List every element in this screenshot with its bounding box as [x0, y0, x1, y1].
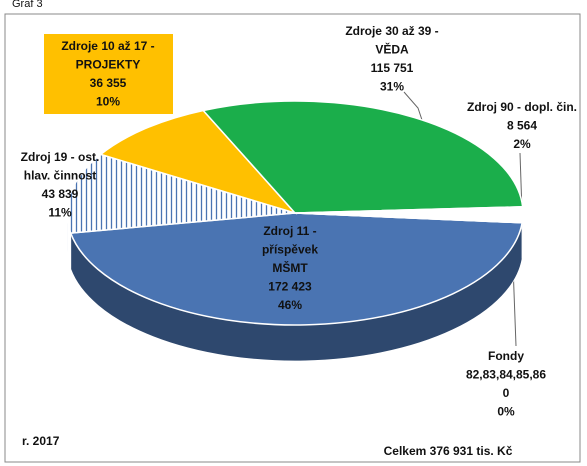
slice [66, 153, 296, 234]
slice-label: MŠMT [272, 260, 308, 275]
slice [69, 212, 524, 326]
label-box [44, 34, 173, 114]
slice [99, 109, 298, 215]
total-label: Celkem 376 931 tis. Kč [384, 444, 513, 458]
slice-label: 82,83,84,85,86 [466, 368, 546, 382]
subtitle: r. 2017 [22, 434, 60, 448]
slice-label: příspěvek [262, 243, 318, 257]
percent-label: 46% [278, 298, 302, 312]
slice-label: Zdroj 90 - dopl. čin. [467, 100, 577, 114]
slice [201, 100, 524, 214]
chart-title: Graf 3 [12, 0, 43, 10]
percent-label: 11% [48, 206, 72, 220]
value-label: 115 751 [371, 61, 414, 75]
slice [294, 206, 524, 224]
percent-label: 10% [96, 95, 120, 109]
slice-label: Zdroj 11 - [263, 224, 316, 238]
percent-label: 2% [513, 137, 531, 151]
slice-label: PROJEKTY [76, 58, 141, 72]
value-label: 36 355 [90, 76, 127, 90]
slice-label: VĚDA [375, 42, 409, 57]
slice-label: Zdroje 30 až 39 - [345, 24, 438, 38]
value-label: 0 [503, 386, 510, 400]
value-label: 8 564 [507, 119, 537, 133]
slice-label: Zdroje 10 až 17 - [61, 39, 154, 53]
slice-label: hlav. činnost [24, 169, 96, 183]
percent-label: 0% [497, 405, 515, 419]
value-label: 172 423 [268, 280, 312, 294]
value-label: 43 839 [42, 187, 79, 201]
slice-label: Fondy [488, 349, 524, 363]
slice-label: Zdroj 19 - ost. [21, 150, 100, 164]
percent-label: 31% [380, 80, 404, 94]
chart-frame [4, 13, 581, 463]
